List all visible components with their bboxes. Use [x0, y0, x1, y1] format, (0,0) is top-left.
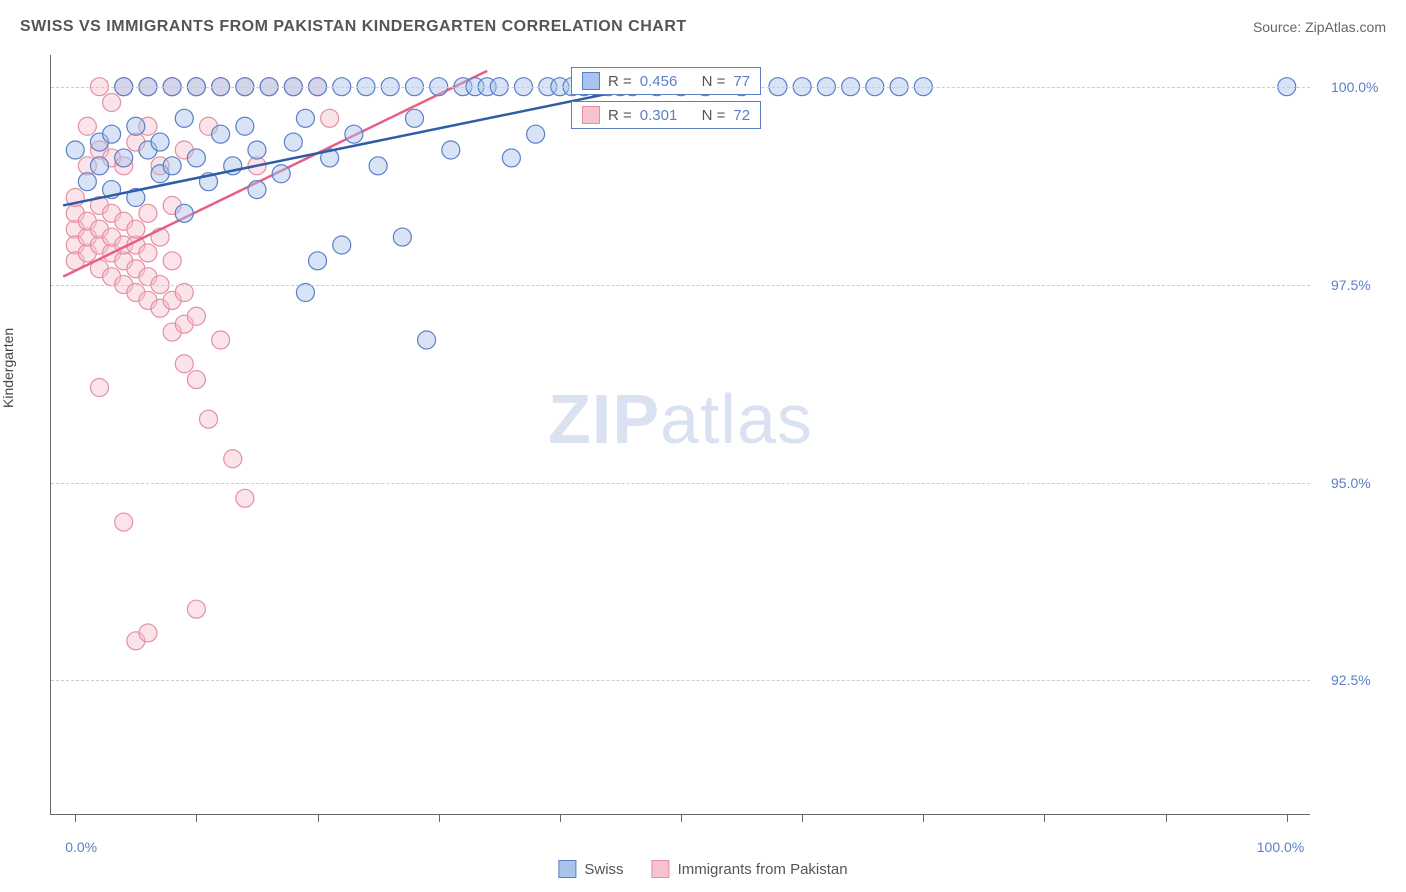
data-point[interactable] — [236, 117, 254, 135]
gridline — [51, 285, 1310, 286]
n-value: 72 — [733, 107, 750, 124]
x-tick — [75, 814, 76, 822]
data-point[interactable] — [248, 181, 266, 199]
data-point[interactable] — [163, 157, 181, 175]
data-point[interactable] — [321, 109, 339, 127]
legend-item[interactable]: Swiss — [558, 860, 623, 878]
source-label: Source: ZipAtlas.com — [1253, 19, 1386, 35]
r-label: R = — [608, 73, 632, 90]
data-point[interactable] — [151, 133, 169, 151]
data-point[interactable] — [187, 600, 205, 618]
data-point[interactable] — [442, 141, 460, 159]
data-point[interactable] — [224, 450, 242, 468]
data-point[interactable] — [115, 149, 133, 167]
data-point[interactable] — [248, 141, 266, 159]
data-point[interactable] — [393, 228, 411, 246]
legend: Swiss Immigrants from Pakistan — [558, 860, 847, 878]
data-point[interactable] — [187, 371, 205, 389]
n-value: 77 — [733, 73, 750, 90]
data-point[interactable] — [212, 125, 230, 143]
data-point[interactable] — [212, 331, 230, 349]
x-tick — [560, 814, 561, 822]
data-point[interactable] — [527, 125, 545, 143]
n-label: N = — [702, 107, 726, 124]
r-value: 0.301 — [640, 107, 678, 124]
legend-item[interactable]: Immigrants from Pakistan — [652, 860, 848, 878]
x-tick — [802, 814, 803, 822]
data-point[interactable] — [175, 109, 193, 127]
data-point[interactable] — [78, 173, 96, 191]
data-point[interactable] — [502, 149, 520, 167]
data-point[interactable] — [139, 624, 157, 642]
series-swatch — [582, 72, 600, 90]
data-point[interactable] — [115, 513, 133, 531]
source-link[interactable]: ZipAtlas.com — [1305, 19, 1386, 35]
data-point[interactable] — [103, 125, 121, 143]
chart-title: SWISS VS IMMIGRANTS FROM PAKISTAN KINDER… — [20, 18, 687, 36]
x-tick — [681, 814, 682, 822]
data-point[interactable] — [187, 307, 205, 325]
x-tick — [923, 814, 924, 822]
plot-area: ZIPatlas 92.5%95.0%97.5%100.0%0.0%100.0%… — [50, 55, 1310, 815]
data-point[interactable] — [296, 109, 314, 127]
gridline — [51, 680, 1310, 681]
data-point[interactable] — [296, 284, 314, 302]
y-tick-label: 97.5% — [1331, 277, 1371, 293]
data-point[interactable] — [90, 157, 108, 175]
x-tick-label: 0.0% — [65, 839, 97, 855]
data-point[interactable] — [127, 117, 145, 135]
x-tick — [439, 814, 440, 822]
title-bar: SWISS VS IMMIGRANTS FROM PAKISTAN KINDER… — [20, 18, 1386, 36]
data-point[interactable] — [127, 220, 145, 238]
x-tick — [196, 814, 197, 822]
data-point[interactable] — [163, 252, 181, 270]
data-point[interactable] — [405, 109, 423, 127]
legend-label: Immigrants from Pakistan — [678, 861, 848, 878]
data-point[interactable] — [187, 149, 205, 167]
data-point[interactable] — [309, 252, 327, 270]
chart-svg — [51, 55, 1310, 814]
data-point[interactable] — [139, 204, 157, 222]
data-point[interactable] — [78, 117, 96, 135]
n-label: N = — [702, 73, 726, 90]
y-axis-label: Kindergarten — [0, 328, 16, 408]
data-point[interactable] — [175, 355, 193, 373]
r-label: R = — [608, 107, 632, 124]
data-point[interactable] — [175, 284, 193, 302]
data-point[interactable] — [236, 489, 254, 507]
data-point[interactable] — [175, 204, 193, 222]
x-tick — [1044, 814, 1045, 822]
y-tick-label: 92.5% — [1331, 672, 1371, 688]
data-point[interactable] — [66, 141, 84, 159]
stat-box: R = 0.301 N = 72 — [571, 101, 761, 129]
x-tick — [1166, 814, 1167, 822]
data-point[interactable] — [200, 410, 218, 428]
data-point[interactable] — [272, 165, 290, 183]
data-point[interactable] — [369, 157, 387, 175]
legend-swatch — [652, 860, 670, 878]
data-point[interactable] — [418, 331, 436, 349]
data-point[interactable] — [333, 236, 351, 254]
data-point[interactable] — [345, 125, 363, 143]
r-value: 0.456 — [640, 73, 678, 90]
x-tick — [318, 814, 319, 822]
data-point[interactable] — [103, 94, 121, 112]
y-tick-label: 95.0% — [1331, 475, 1371, 491]
x-tick-label: 100.0% — [1257, 839, 1304, 855]
data-point[interactable] — [90, 379, 108, 397]
gridline — [51, 483, 1310, 484]
x-tick — [1287, 814, 1288, 822]
y-tick-label: 100.0% — [1331, 79, 1378, 95]
data-point[interactable] — [284, 133, 302, 151]
legend-label: Swiss — [584, 861, 623, 878]
legend-swatch — [558, 860, 576, 878]
stat-box: R = 0.456 N = 77 — [571, 67, 761, 95]
series-swatch — [582, 106, 600, 124]
data-point[interactable] — [139, 244, 157, 262]
